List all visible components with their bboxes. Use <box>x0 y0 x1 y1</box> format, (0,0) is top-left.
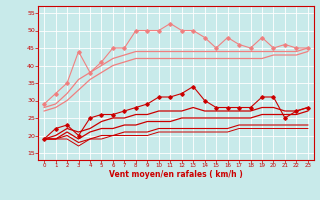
X-axis label: Vent moyen/en rafales ( km/h ): Vent moyen/en rafales ( km/h ) <box>109 170 243 179</box>
